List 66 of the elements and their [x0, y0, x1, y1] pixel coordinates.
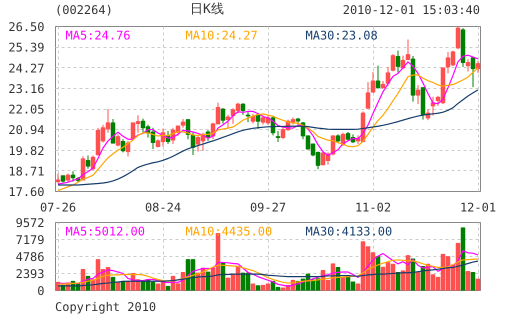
bar: [410, 258, 416, 290]
text: MA30:4133.00: [306, 224, 392, 238]
y-tick-label: 0: [37, 284, 45, 298]
chart-subtitle: 日K线: [190, 1, 224, 19]
text: MA5:5012.00: [66, 224, 145, 238]
text: Copyright 2010: [55, 299, 156, 316]
candlestick: [376, 65, 380, 90]
candlestick: [406, 38, 410, 61]
text: MA30:23.08: [306, 28, 378, 42]
bar: [476, 278, 480, 290]
candlestick: [396, 50, 400, 73]
bar: [206, 272, 210, 290]
candlestick: [470, 56, 476, 88]
bar: [116, 282, 120, 290]
bar: [460, 227, 466, 290]
candlestick: [56, 173, 60, 184]
candlestick: [246, 112, 250, 123]
x-tick-label: 07-26: [40, 200, 76, 214]
line-series: [57, 89, 479, 186]
bar: [470, 272, 476, 290]
candlestick: [110, 118, 116, 144]
x-tick-label: 12-01: [460, 200, 496, 214]
y-tick-label: 22.05: [8, 102, 44, 116]
y-tick-label: 23.16: [8, 82, 44, 96]
candlestick: [116, 134, 120, 147]
y-tick-label: 9572: [16, 216, 45, 230]
bar: [416, 272, 420, 290]
text: MA5:24.76: [66, 28, 131, 42]
y-tick-label: 2393: [16, 267, 45, 281]
line-series: [57, 250, 479, 287]
text: 2010-12-01 15:03:40: [342, 2, 480, 19]
bar: [376, 256, 380, 290]
bar: [256, 285, 260, 290]
x-tick-label: 11-02: [354, 200, 392, 214]
y-tick-label: 20.94: [8, 123, 44, 138]
y-tick-label: 17.60: [8, 185, 44, 199]
candlestick: [276, 130, 280, 142]
candlestick: [220, 108, 226, 124]
y-tick-label: 19.82: [8, 144, 44, 158]
y-tick-label: 26.50: [8, 20, 44, 34]
bar: [220, 262, 226, 290]
candlestick: [390, 53, 396, 72]
y-tick-label: 4786: [16, 250, 45, 264]
bar: [340, 276, 346, 290]
bar: [466, 271, 470, 290]
candlestick: [370, 72, 376, 94]
x-tick-label: 08-24: [144, 200, 182, 214]
chart-title: (002264): [55, 2, 113, 19]
bar: [420, 266, 426, 290]
y-tick-label: 18.71: [8, 164, 44, 178]
text: MA10:4435.00: [186, 224, 272, 238]
y-tick-label: 24.27: [8, 61, 44, 76]
text: MA10:24.27: [186, 28, 258, 42]
bar: [166, 286, 170, 290]
candlestick: [86, 155, 90, 170]
candlestick: [416, 84, 420, 105]
candlestick: [456, 26, 460, 50]
bar: [250, 284, 256, 290]
y-tick-label: 7179: [16, 233, 45, 247]
x-tick-label: 09-27: [250, 200, 286, 214]
bar: [396, 272, 400, 290]
y-tick-label: 25.39: [8, 40, 44, 55]
candlestick: [366, 82, 370, 109]
candlestick: [476, 60, 480, 74]
candlestick: [466, 58, 470, 72]
bar: [120, 280, 126, 290]
